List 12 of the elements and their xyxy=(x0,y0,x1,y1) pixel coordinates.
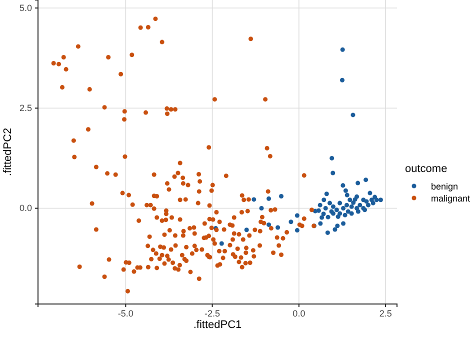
y-tick-label: 2.5 xyxy=(19,103,32,114)
x-tick-label: -2.5 xyxy=(204,308,220,318)
x-tick-label: 2.5 xyxy=(379,308,392,318)
y-tick-label: 5.0 xyxy=(19,2,32,13)
y-axis-title: .fittedPC2 xyxy=(2,128,14,176)
x-tick-label: 0.0 xyxy=(292,308,306,318)
x-tick-label: -5.0 xyxy=(118,308,134,318)
y-tick-label: 0.0 xyxy=(19,203,32,214)
x-axis-title: .fittedPC1 xyxy=(193,319,242,331)
legend-label: malignant xyxy=(431,194,471,204)
legend-label: benign xyxy=(431,182,458,192)
legend-title: outcome xyxy=(405,163,448,175)
